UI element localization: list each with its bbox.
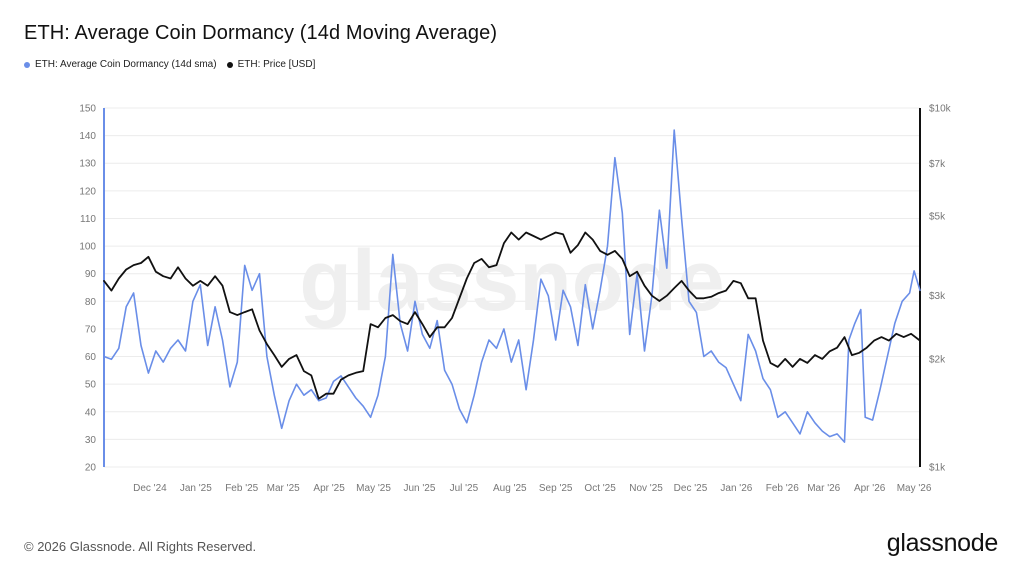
x-tick-label: Sep '25 [539, 483, 573, 494]
x-tick-label: Feb '26 [766, 483, 799, 494]
grid-lines [104, 107, 920, 468]
y-right-tick-label: $2k [929, 354, 946, 365]
x-tick-label: Apr '26 [854, 483, 886, 494]
y-left-tick-label: 70 [85, 324, 97, 335]
y-left-tick-label: 50 [85, 380, 97, 391]
y-left-tick-label: 60 [85, 352, 97, 363]
y-left-tick-label: 150 [79, 104, 96, 115]
y-right-tick-label: $1k [929, 463, 946, 474]
y-left-tick-label: 130 [79, 159, 96, 170]
chart-title: ETH: Average Coin Dormancy (14d Moving A… [24, 22, 498, 44]
series-line-dormancy [103, 129, 921, 443]
x-tick-label: May '25 [356, 483, 391, 494]
series-layer [103, 129, 921, 443]
x-tick-label: Dec '24 [133, 483, 167, 494]
y-left-tick-label: 40 [85, 407, 97, 418]
y-right-tick-label: $5k [929, 212, 946, 223]
x-tick-label: Jun '25 [403, 483, 435, 494]
x-tick-label: Aug '25 [493, 483, 527, 494]
x-tick-label: Dec '25 [674, 483, 708, 494]
x-tick-label: Feb '25 [225, 483, 258, 494]
footer-brand-logo: glassnode [886, 529, 999, 557]
x-tick-label: Nov '25 [629, 483, 663, 494]
x-tick-label: May '26 [897, 483, 932, 494]
y-left-tick-label: 110 [80, 214, 96, 225]
x-tick-label: Mar '25 [267, 483, 300, 494]
footer-copyright: © 2026 Glassnode. All Rights Reserved. [24, 539, 257, 554]
left-y-axis: 20 30 40 50 60 70 80 90 100 110 120 130 140 150 [79, 104, 105, 474]
legend-item-dormancy[interactable]: ETH: Average Coin Dormancy (14d sma) [24, 59, 217, 70]
y-left-tick-label: 90 [85, 269, 97, 280]
y-left-tick-label: 120 [79, 186, 96, 197]
x-tick-label: Jan '26 [720, 483, 752, 494]
legend-item-price[interactable]: ETH: Price [USD] [226, 59, 316, 70]
legend-dot-dormancy-icon [24, 61, 30, 68]
x-axis: Dec '24 Jan '25 Feb '25 Mar '25 Apr '25 May '… [133, 483, 932, 494]
x-tick-label: Mar '26 [807, 483, 840, 494]
right-y-axis: $1k $2k $3k $5k $7k $10k [919, 104, 952, 474]
y-left-tick-label: 30 [85, 435, 97, 446]
y-left-tick-label: 100 [79, 242, 96, 253]
y-left-tick-label: 20 [85, 463, 97, 474]
series-line-price [103, 231, 921, 400]
y-left-tick-label: 140 [79, 131, 96, 142]
x-tick-label: Jan '25 [180, 483, 212, 494]
y-right-tick-label: $10k [929, 104, 952, 115]
legend-label-dormancy: ETH: Average Coin Dormancy (14d sma) [35, 59, 217, 70]
chart-legend: ETH: Average Coin Dormancy (14d sma) ETH… [24, 59, 315, 70]
x-tick-label: Oct '25 [584, 483, 616, 494]
y-left-tick-label: 80 [85, 297, 97, 308]
x-tick-label: Jul '25 [450, 483, 479, 494]
legend-label-price: ETH: Price [USD] [237, 59, 316, 70]
y-right-tick-label: $3k [929, 291, 946, 302]
y-right-tick-label: $7k [929, 159, 946, 170]
watermark-logo: glassnode [299, 233, 724, 329]
legend-dot-price-icon [226, 61, 233, 68]
x-tick-label: Apr '25 [313, 483, 345, 494]
